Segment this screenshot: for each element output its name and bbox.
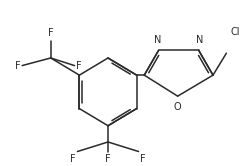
- Text: F: F: [48, 28, 53, 38]
- Text: F: F: [105, 154, 111, 164]
- Text: F: F: [70, 154, 76, 164]
- Text: N: N: [196, 35, 203, 45]
- Text: F: F: [15, 61, 20, 71]
- Text: O: O: [174, 102, 182, 112]
- Text: Cl: Cl: [230, 27, 240, 37]
- Text: F: F: [140, 154, 146, 164]
- Text: N: N: [154, 35, 161, 45]
- Text: F: F: [77, 61, 82, 71]
